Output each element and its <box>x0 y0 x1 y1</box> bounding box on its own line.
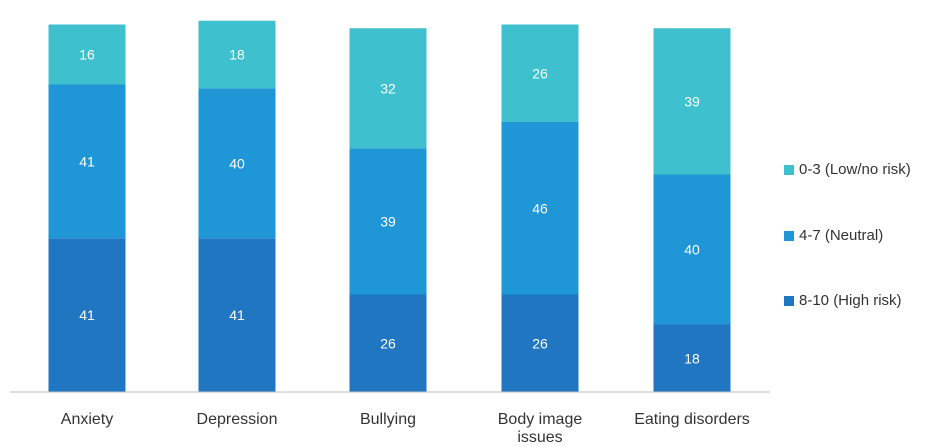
data-label-eating-disorders-0-3-low-no-risk: 39 <box>684 93 700 109</box>
legend-label: 0-3 (Low/no risk) <box>799 161 911 178</box>
data-label-eating-disorders-8-10-high-risk: 18 <box>684 350 700 366</box>
bar-depression-4-7-neutral <box>198 88 276 239</box>
data-label-anxiety-0-3-low-no-risk: 16 <box>79 47 95 63</box>
data-label-bullying-8-10-high-risk: 26 <box>380 335 396 351</box>
stacked-bar-chart: 41 41 16 41 40 18 26 39 32 26 46 26 18 40 39 Anxiety De… <box>10 20 770 446</box>
category-label-eating-disorders: Eating disorders <box>634 411 750 428</box>
data-label-anxiety-8-10-high-risk: 41 <box>79 307 95 323</box>
legend-swatch <box>784 230 794 241</box>
legend-label: 4-7 (Neutral) <box>799 227 884 244</box>
data-label-depression-4-7-neutral: 40 <box>229 155 245 171</box>
bar-eating-disorders-4-7-neutral <box>653 174 731 325</box>
category-labels-group: Anxiety Depression Bullying Body image issue… <box>61 411 750 446</box>
bar-anxiety-4-7-neutral <box>48 84 126 239</box>
bar-anxiety-0-3-low-no-risk <box>48 24 126 85</box>
data-label-anxiety-4-7-neutral: 41 <box>79 153 95 169</box>
category-label-bullying: Bullying <box>360 411 416 428</box>
data-label-eating-disorders-4-7-neutral: 40 <box>684 242 700 258</box>
category-label-body-image-issues: Body image issues <box>498 411 583 446</box>
data-label-body-image-issues-8-10-high-risk: 26 <box>532 335 548 351</box>
data-label-body-image-issues-4-7-neutral: 46 <box>532 200 548 216</box>
data-label-body-image-issues-0-3-low-no-risk: 26 <box>532 65 548 81</box>
legend: 0-3 (Low/no risk) 4-7 (Neutral) 8-10 (High… <box>784 0 946 446</box>
bar-eating-disorders-8-10-high-risk <box>653 324 731 392</box>
bar-anxiety-8-10-high-risk <box>48 238 126 392</box>
legend-swatch <box>784 164 794 175</box>
bar-body-image-issues-0-3-low-no-risk <box>501 24 579 122</box>
legend-label: 8-10 (High risk) <box>799 292 902 309</box>
bar-body-image-issues-8-10-high-risk <box>501 294 579 392</box>
bar-bullying-8-10-high-risk <box>349 294 427 392</box>
legend-item-4-7-neutral: 4-7 (Neutral) <box>784 227 883 244</box>
legend-item-8-10-high-risk: 8-10 (High risk) <box>784 292 902 309</box>
bars-group <box>48 20 731 392</box>
category-label-depression: Depression <box>197 411 278 428</box>
bar-depression-8-10-high-risk <box>198 238 276 392</box>
data-label-bullying-0-3-low-no-risk: 32 <box>380 80 396 96</box>
bar-bullying-4-7-neutral <box>349 148 427 295</box>
data-label-bullying-4-7-neutral: 39 <box>380 213 396 229</box>
bar-body-image-issues-4-7-neutral <box>501 122 579 295</box>
bar-depression-0-3-low-no-risk <box>198 20 276 89</box>
data-label-depression-0-3-low-no-risk: 18 <box>229 47 245 63</box>
category-label-anxiety: Anxiety <box>61 411 113 428</box>
bar-bullying-0-3-low-no-risk <box>349 28 427 149</box>
segment-labels-group: 41 41 16 41 40 18 26 39 32 26 46 26 18 40 39 <box>79 47 700 367</box>
legend-swatch <box>784 295 794 306</box>
data-label-depression-8-10-high-risk: 41 <box>229 307 245 323</box>
bar-eating-disorders-0-3-low-no-risk <box>653 28 731 175</box>
legend-item-0-3-low-no-risk: 0-3 (Low/no risk) <box>784 161 911 178</box>
